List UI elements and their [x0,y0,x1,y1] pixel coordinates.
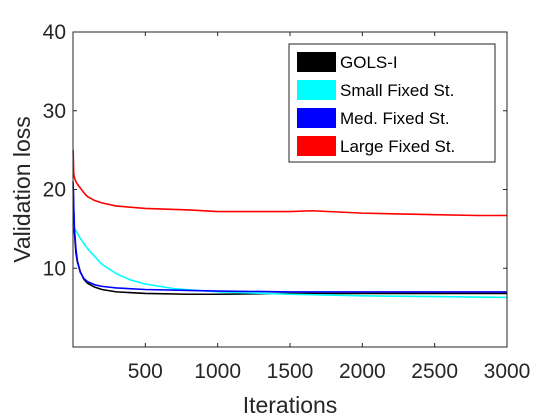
series-line-2 [72,181,507,293]
x-tick-label: 1000 [194,360,241,383]
y-axis-title: Validation loss [9,116,35,263]
legend: GOLS-I Small Fixed St. Med. Fixed St. Large… [288,43,496,163]
series-line-1 [72,220,508,299]
x-axis-title: Iterations [243,392,338,418]
y-tick-label: 40 [43,21,66,44]
legend-label: Small Fixed St. [340,81,454,100]
legend-swatch [297,108,336,128]
x-tick-label: 3000 [484,360,531,383]
series-line-3 [72,150,507,217]
y-tick-label: 20 [43,179,66,202]
legend-swatch [297,52,336,72]
legend-label: Med. Fixed St. [340,109,450,128]
legend-label: Large Fixed St. [340,137,455,156]
series-layer [72,150,508,299]
legend-swatch [297,136,336,156]
x-tick-label: 500 [128,360,163,383]
y-tick-label: 10 [43,257,66,280]
x-tick-label: 1500 [267,360,314,383]
y-tick-label: 30 [43,100,66,123]
legend-swatch [297,80,336,100]
x-tick-label: 2000 [339,360,386,383]
tick-layer: 500 1000 1500 2000 2500 3000 10 20 30 40 [43,21,531,383]
legend-label: GOLS-I [340,53,398,72]
x-tick-label: 2500 [411,360,458,383]
